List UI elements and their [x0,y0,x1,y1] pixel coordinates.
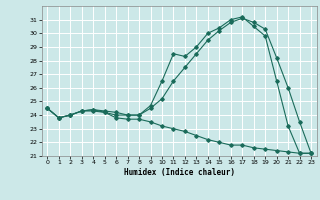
X-axis label: Humidex (Indice chaleur): Humidex (Indice chaleur) [124,168,235,177]
